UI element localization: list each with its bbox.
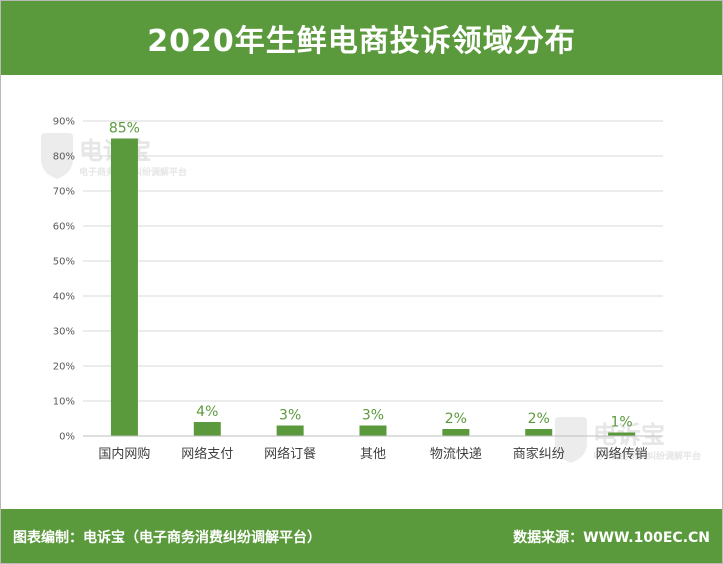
bar	[359, 425, 387, 436]
data-label: 3%	[279, 408, 301, 424]
y-axis: 0% 10% 20% 30% 40% 50% 60% 70% 80% 90%	[53, 117, 75, 443]
bar	[276, 425, 304, 436]
y-tick-label: 50%	[53, 257, 75, 268]
chart-title: 2020年生鲜电商投诉领域分布	[147, 24, 576, 59]
y-tick-label: 90%	[53, 117, 75, 128]
x-axis: 国内网购 网络支付 网络订餐 其他 物流快递 商家纠纷 网络传销	[83, 435, 663, 462]
footer-source: 数据来源：WWW.100EC.CN	[513, 530, 710, 546]
footer-compiler: 图表编制：电诉宝（电子商务消费纠纷调解平台）	[13, 530, 321, 546]
footer-banner: 图表编制：电诉宝（电子商务消费纠纷调解平台） 数据来源：WWW.100EC.CN	[1, 509, 722, 563]
y-tick-label: 80%	[53, 152, 75, 163]
y-tick-label: 10%	[53, 397, 75, 408]
watermarks: 电诉宝 电子商务消费纠纷调解平台 电诉宝 电子商务消费纠纷调解平台	[41, 133, 701, 463]
bar	[525, 429, 553, 436]
y-tick-label: 0%	[59, 432, 75, 443]
data-labels: 85% 4% 3% 3% 2% 2% 1%	[109, 121, 633, 431]
bars	[110, 138, 636, 436]
data-label: 2%	[445, 411, 467, 427]
category-label: 其他	[360, 447, 386, 462]
bar	[193, 422, 221, 436]
data-label: 3%	[362, 408, 384, 424]
watermark-shield-icon	[41, 133, 73, 179]
category-label: 商家纠纷	[513, 446, 565, 462]
title-banner: 2020年生鲜电商投诉领域分布	[1, 1, 722, 75]
bar-chart: 电诉宝 电子商务消费纠纷调解平台 电诉宝 电子商务消费纠纷调解平台 0% 10% 2…	[41, 117, 701, 463]
data-label: 1%	[610, 415, 632, 431]
y-tick-label: 70%	[53, 187, 75, 198]
y-tick-label: 40%	[53, 292, 75, 303]
category-label: 网络传销	[596, 446, 648, 462]
bar	[608, 432, 636, 436]
bar	[442, 429, 470, 436]
bar	[110, 138, 138, 436]
category-label: 网络支付	[181, 446, 233, 462]
data-label: 2%	[528, 411, 550, 427]
watermark-logo-bottom: 电诉宝 电子商务消费纠纷调解平台	[555, 417, 701, 463]
watermark-subtitle: 电子商务消费纠纷调解平台	[593, 450, 701, 462]
y-tick-label: 20%	[53, 362, 75, 373]
watermark-shield-icon	[555, 417, 587, 463]
category-label: 物流快递	[430, 447, 482, 462]
data-label: 4%	[196, 404, 218, 420]
category-label: 网络订餐	[264, 446, 316, 462]
plot-area: 电诉宝 电子商务消费纠纷调解平台 电诉宝 电子商务消费纠纷调解平台 0% 10% 2…	[1, 75, 722, 509]
category-label: 国内网购	[98, 446, 150, 462]
y-tick-label: 30%	[53, 327, 75, 338]
data-label: 85%	[109, 121, 140, 137]
y-tick-label: 60%	[53, 222, 75, 233]
